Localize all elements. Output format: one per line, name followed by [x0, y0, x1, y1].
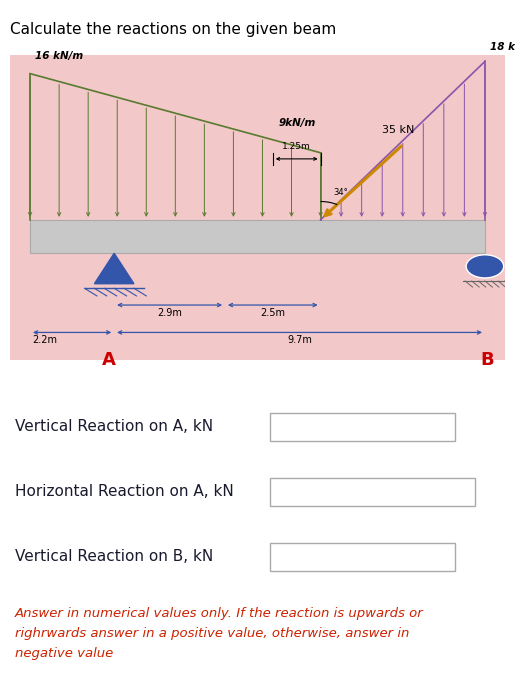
Text: 9kN/m: 9kN/m [279, 118, 316, 129]
Text: B: B [480, 351, 494, 369]
Text: 16 kN/m: 16 kN/m [35, 51, 83, 62]
Polygon shape [94, 253, 134, 284]
Text: Vertical Reaction on B, kN: Vertical Reaction on B, kN [15, 549, 213, 565]
Text: 1.25m: 1.25m [282, 143, 311, 152]
Text: 9.7m: 9.7m [287, 336, 312, 345]
Bar [30, 220, 485, 253]
Text: Answer in numerical values only. If the reaction is upwards or
righrwards answer: Answer in numerical values only. If the … [15, 607, 424, 660]
Text: 35 kN: 35 kN [382, 125, 415, 135]
Text: 2.5m: 2.5m [260, 308, 285, 318]
Text: Calculate the reactions on the given beam: Calculate the reactions on the given bea… [10, 21, 336, 37]
Circle shape [466, 255, 504, 278]
FancyBboxPatch shape [270, 413, 455, 441]
Text: Horizontal Reaction on A, kN: Horizontal Reaction on A, kN [15, 484, 234, 500]
Text: A: A [102, 351, 116, 369]
Text: 2.9m: 2.9m [157, 308, 182, 318]
FancyBboxPatch shape [270, 478, 475, 506]
Text: 34°: 34° [333, 188, 348, 197]
Text: 18 kN/m: 18 kN/m [490, 42, 515, 53]
Text: Vertical Reaction on A, kN: Vertical Reaction on A, kN [15, 419, 213, 435]
FancyBboxPatch shape [270, 543, 455, 571]
Text: 2.2m: 2.2m [32, 336, 58, 345]
